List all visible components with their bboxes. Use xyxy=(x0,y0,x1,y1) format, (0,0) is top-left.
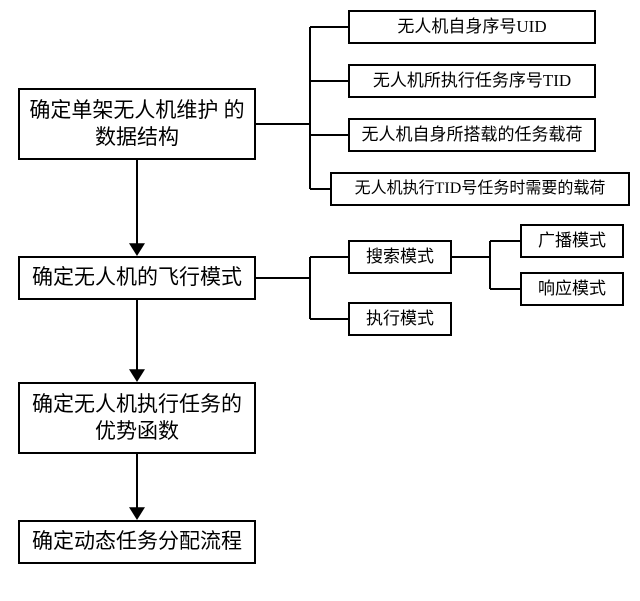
node-a3: 无人机自身所搭载的任务载荷 xyxy=(348,118,596,152)
node-a1: 无人机自身序号UID xyxy=(348,10,596,44)
node-n3: 确定无人机执行任务的 优势函数 xyxy=(18,382,256,454)
node-n4: 确定动态任务分配流程 xyxy=(18,520,256,564)
node-a2: 无人机所执行任务序号TID xyxy=(348,64,596,98)
node-b1: 搜索模式 xyxy=(348,240,452,274)
node-c2: 响应模式 xyxy=(520,272,624,306)
node-n2: 确定无人机的飞行模式 xyxy=(18,256,256,300)
node-a4: 无人机执行TID号任务时需要的载荷 xyxy=(330,172,630,206)
node-c1: 广播模式 xyxy=(520,224,624,258)
node-n1: 确定单架无人机维护 的数据结构 xyxy=(18,88,256,160)
node-b2: 执行模式 xyxy=(348,302,452,336)
